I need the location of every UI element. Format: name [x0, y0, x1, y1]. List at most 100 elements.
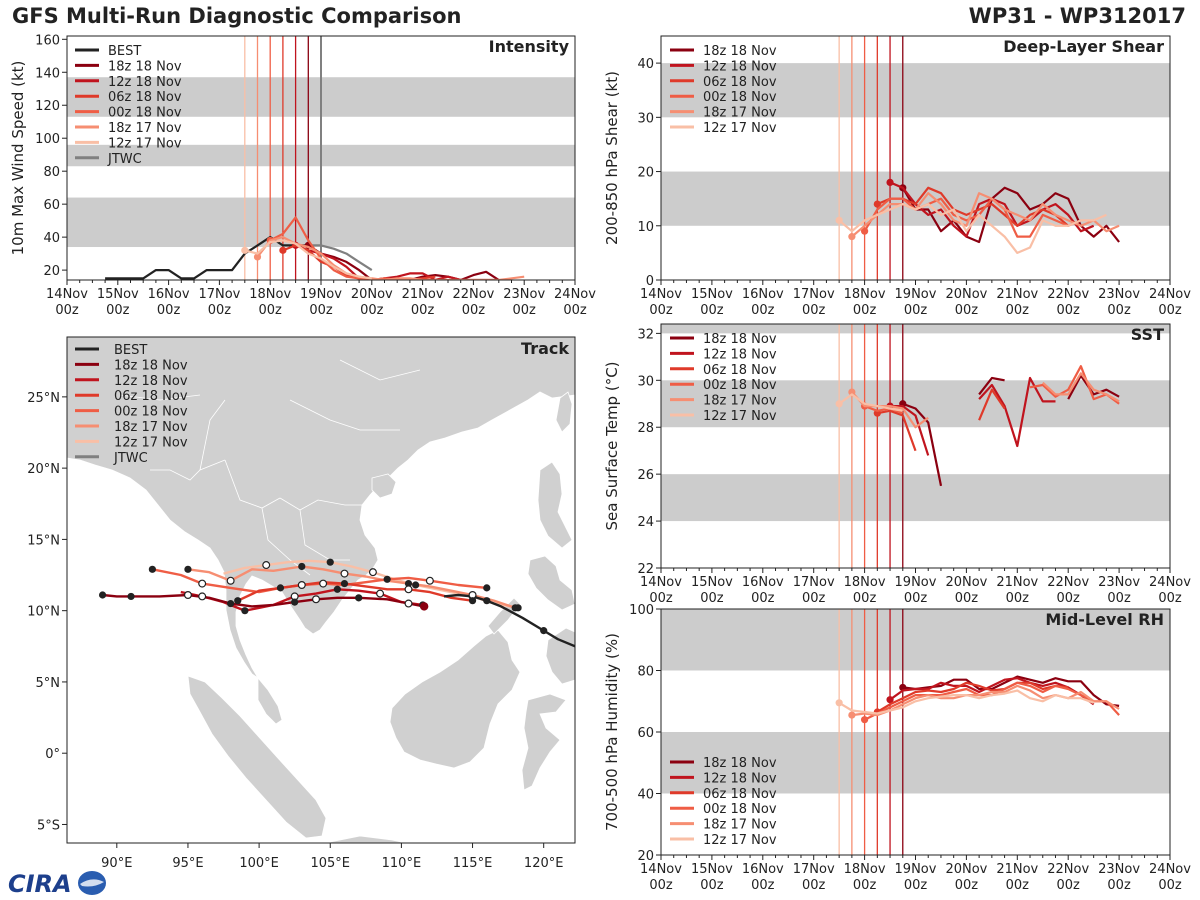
rh-legend-label: 12z 18 Nov [703, 771, 777, 786]
rh-legend-label: 00z 18 Nov [703, 802, 777, 817]
rh-x-tick-day: 16Nov [742, 862, 784, 877]
rh-y-tick-label: 40 [637, 788, 654, 803]
intensity-x-tick-hour: 00z [208, 303, 232, 318]
track-position-marker [333, 585, 341, 593]
sst-series-line [851, 391, 929, 429]
track-legend-label: 00z 18 Nov [114, 405, 188, 420]
rh-x-tick-day: 19Nov [895, 862, 937, 877]
intensity-x-tick-hour: 00z [411, 303, 435, 318]
sst-x-tick-hour: 00z [1158, 591, 1182, 606]
shear-x-tick-day: 17Nov [793, 287, 835, 302]
cira-logo: CIRA [8, 870, 106, 898]
shear-series-line [876, 186, 1082, 227]
shear-x-tick-day: 22Nov [1047, 287, 1089, 302]
malay-peninsula [257, 676, 283, 725]
shear-x-tick-day: 18Nov [844, 287, 886, 302]
rh-x-tick-hour: 00z [853, 878, 877, 893]
shear-x-tick-day: 21Nov [996, 287, 1038, 302]
rh-x-tick-label: 14Nov 00z [640, 862, 682, 893]
sst-y-tick-label: 30 [637, 374, 654, 389]
track-x-tick-label: 105°E [310, 856, 350, 871]
sst-legend-label: 06z 18 Nov [703, 363, 777, 378]
rh-y-tick-label: 60 [637, 726, 654, 741]
intensity-x-tick-hour: 00z [563, 303, 587, 318]
taiwan-island [555, 391, 573, 433]
shear-legend-label: 18z 17 Nov [703, 106, 777, 121]
track-position-marker-hollow [262, 561, 271, 570]
track-position-marker [511, 604, 519, 612]
track-position-marker-hollow [198, 579, 207, 588]
track-series-group [98, 558, 575, 648]
shear-shaded-band [661, 171, 1170, 226]
track-position-marker [234, 597, 242, 605]
rh-y-axis-label: 700-500 hPa Humidity (%) [603, 633, 621, 831]
sst-series-group [835, 365, 1120, 487]
track-position-marker-hollow [404, 585, 413, 594]
track-map-panel: 90°E 95°E 100°E 105°E 110°E 115°E 120°E 25°N 20°… [27, 336, 576, 871]
intensity-x-tick-label: 24Nov 00z [554, 287, 596, 318]
track-y-tick-label: 5°N [36, 676, 61, 691]
rh-data-point [886, 696, 894, 704]
intensity-series-group [105, 216, 525, 280]
shear-x-tick-hour: 00z [1057, 303, 1081, 318]
track-position-marker [326, 558, 334, 566]
rh-x-tick-day: 24Nov [1149, 862, 1191, 877]
track-position-marker-hollow [340, 569, 349, 578]
intensity-x-tick-label: 22Nov 00z [452, 287, 494, 318]
sst-x-tick-hour: 00z [904, 591, 928, 606]
track-position-marker-hollow [312, 595, 321, 604]
luzon-island [537, 461, 573, 549]
shear-panel-title: Deep-Layer Shear [1003, 37, 1164, 56]
rh-x-tick-day: 23Nov [1098, 862, 1140, 877]
shear-y-tick-label: 30 [637, 111, 654, 126]
track-position-marker-hollow [226, 576, 235, 585]
track-y-tick-label: 10°N [27, 605, 60, 620]
rh-x-tick-hour: 00z [802, 878, 826, 893]
intensity-x-tick-label: 20Nov 00z [351, 287, 393, 318]
track-position-marker-hollow [404, 599, 413, 608]
track-legend-label: 18z 18 Nov [114, 358, 188, 373]
intensity-x-tick-label: 21Nov 00z [402, 287, 444, 318]
shear-x-tick-day: 15Nov [691, 287, 733, 302]
rh-x-tick-hour: 00z [751, 878, 775, 893]
shear-series-group [835, 178, 1120, 254]
track-position-marker [383, 575, 391, 583]
rh-x-tick-day: 18Nov [844, 862, 886, 877]
rh-x-tick-label: 24Nov 00z [1149, 862, 1191, 893]
rh-legend-label: 18z 18 Nov [703, 756, 777, 771]
shear-x-tick-day: 20Nov [945, 287, 987, 302]
rh-series-line [838, 689, 1095, 715]
rh-x-tick-day: 20Nov [945, 862, 987, 877]
sst-legend-label: 12z 18 Nov [703, 347, 777, 362]
track-position-marker [298, 562, 306, 571]
intensity-series-line [308, 244, 373, 272]
intensity-panel-title: Intensity [489, 37, 570, 56]
rh-x-tick-day: 17Nov [793, 862, 835, 877]
intensity-x-tick-day: 15Nov [97, 287, 139, 302]
shear-x-tick-hour: 00z [802, 303, 826, 318]
intensity-series-line [295, 244, 499, 280]
sst-data-point [848, 388, 856, 396]
shear-x-tick-day: 24Nov [1149, 287, 1191, 302]
shear-legend-label: 12z 17 Nov [703, 121, 777, 136]
sst-x-tick-hour: 00z [802, 591, 826, 606]
intensity-x-tick-label: 23Nov 00z [503, 287, 545, 318]
rh-x-tick-label: 17Nov 00z [793, 862, 835, 893]
sst-series-line [877, 409, 917, 452]
track-position-marker-hollow [183, 590, 192, 599]
sst-x-tick-hour: 00z [751, 591, 775, 606]
sst-x-tick-hour: 00z [1057, 591, 1081, 606]
sst-y-axis-label: Sea Surface Temp (°C) [603, 361, 621, 530]
track-legend-label: JTWC [113, 451, 148, 466]
intensity-legend-label: 06z 18 Nov [108, 90, 182, 105]
rh-x-tick-label: 15Nov 00z [691, 862, 733, 893]
shear-y-tick-label: 10 [637, 220, 654, 235]
track-position-marker-hollow [297, 581, 306, 590]
intensity-y-tick-label: 20 [43, 264, 60, 279]
track-position-marker-hollow [425, 576, 434, 585]
track-map-land [67, 337, 575, 843]
shear-y-axis-label: 200-850 hPa Shear (kt) [603, 71, 621, 245]
intensity-y-tick-label: 160 [35, 33, 60, 48]
rh-x-tick-hour: 00z [1006, 878, 1030, 893]
